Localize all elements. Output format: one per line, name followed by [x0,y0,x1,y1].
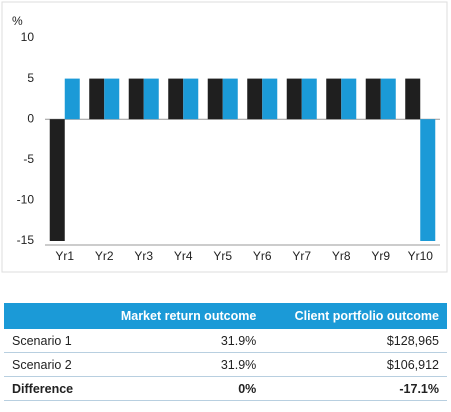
y-tick-label: -15 [17,233,35,247]
bar [89,78,105,120]
header-cell: Market return outcome [91,303,265,329]
bar [128,78,144,120]
bar [420,119,436,241]
bar [49,119,65,241]
x-tick-label: Yr2 [95,249,114,263]
bar [405,78,421,120]
bar [168,78,184,120]
y-tick-label: -5 [23,152,34,166]
bar [301,78,317,120]
x-tick-label: Yr5 [213,249,232,263]
table-cell: Scenario 2 [4,352,92,377]
table-cell: -17.1% [264,376,447,401]
x-tick-label: Yr9 [371,249,390,263]
table-cell: $128,965 [264,329,447,353]
x-tick-label: Yr3 [134,249,153,263]
y-tick-label: 10 [21,30,35,44]
bar [365,78,381,120]
x-tick-label: Yr8 [332,249,351,263]
chart-frame [1,1,448,273]
y-axis-label: % [12,14,23,28]
bar [247,78,263,120]
header-cell: Client portfolio outcome [264,303,447,329]
x-tick-label: Yr10 [408,249,434,263]
bar [64,78,80,120]
table-cell: 31.9% [91,329,265,353]
header-row: Market return outcome Client portfolio ou… [4,303,447,329]
table-row: Scenario 1 31.9% $128,965 [4,329,447,353]
bar [222,78,238,120]
bar [207,78,223,120]
data-table: Market return outcome Client portfolio ou… [4,303,447,401]
bar [380,78,396,120]
bar [183,78,199,120]
bar [341,78,357,120]
x-tick-label: Yr6 [253,249,272,263]
x-tick-label: Yr1 [55,249,74,263]
table-cell: Scenario 1 [4,329,92,353]
y-tick-label: 0 [27,111,34,125]
header-cell [4,303,92,329]
bar [262,78,278,120]
bar [326,78,342,120]
y-tick-label: 5 [27,71,34,85]
bar [143,78,159,120]
table-cell: Difference [4,376,92,401]
chart: % -15 -10 -5 0 5 10 Yr1 Yr2 Yr3 Yr4 Yr5 Yr6 Yr7 Yr8 Yr… [1,1,448,273]
table-row: Difference 0% -17.1% [4,376,447,401]
bar [286,78,302,120]
x-tick-label: Yr4 [174,249,193,263]
y-tick-label: -10 [17,193,35,207]
bar [104,78,120,120]
x-tick-label: Yr7 [292,249,311,263]
table-cell: $106,912 [264,352,447,377]
table-cell: 31.9% [91,352,265,377]
table-row: Scenario 2 31.9% $106,912 [4,352,447,377]
table-cell: 0% [91,376,265,401]
